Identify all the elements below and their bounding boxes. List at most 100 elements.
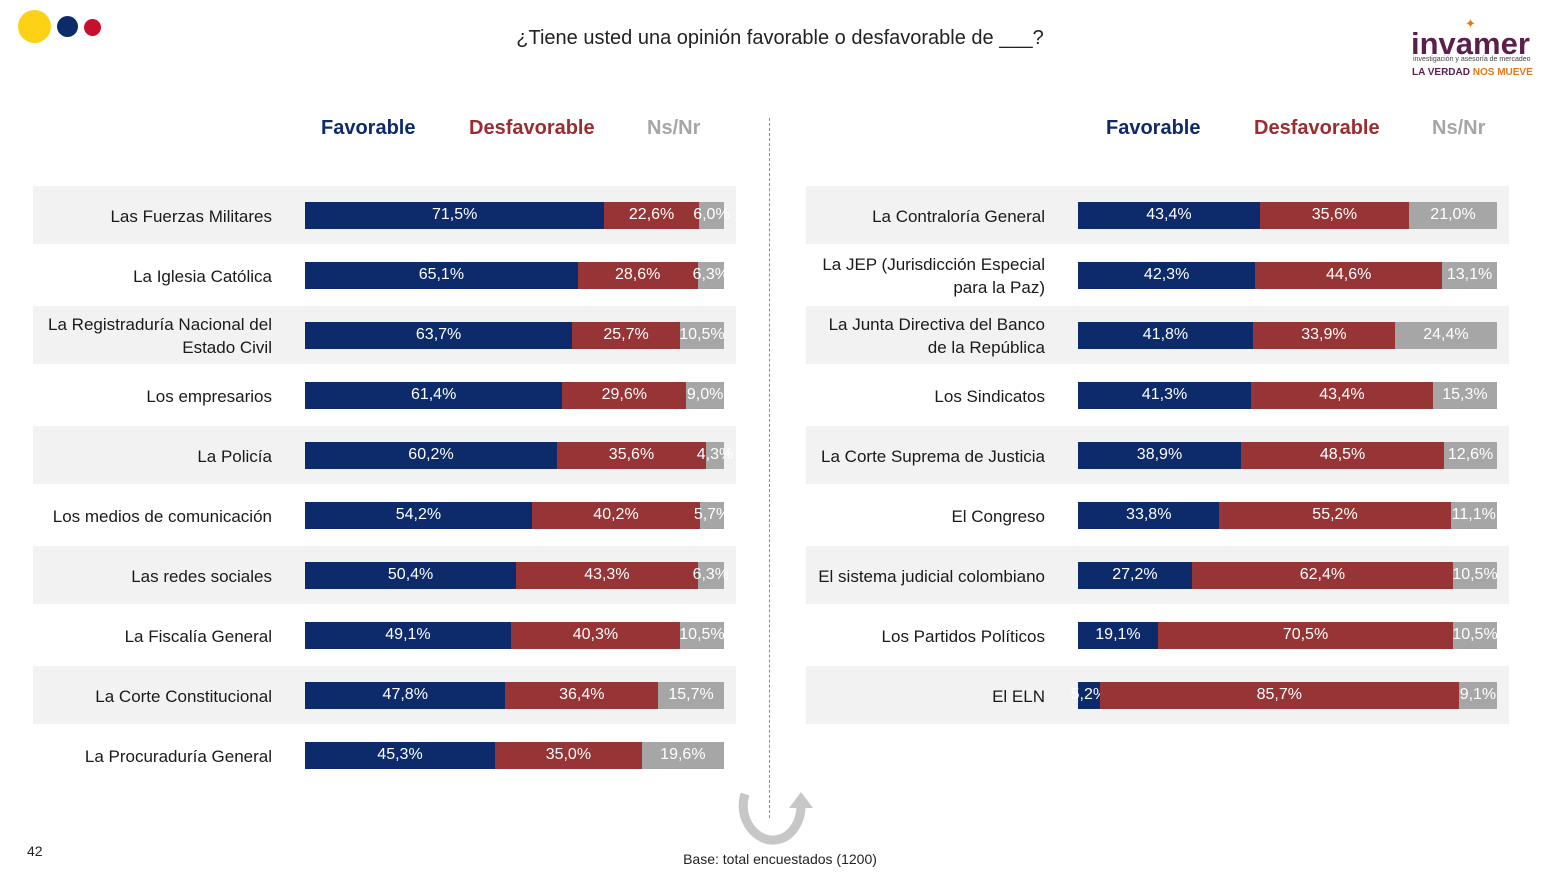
stacked-bar: 38,9% 48,5% 12,6%	[1078, 441, 1497, 469]
data-label: 42,3%	[1143, 266, 1190, 283]
nsnr-segment: 10,5%	[679, 321, 725, 349]
nsnr-segment: 6,0%	[693, 201, 730, 229]
favorable-segment: 33,8%	[1078, 501, 1220, 529]
invamer-logo: invamer ✦ investigación y asesoría de me…	[1405, 16, 1535, 82]
desfavorable-segment: 43,4%	[1251, 381, 1433, 409]
data-label: 43,3%	[584, 566, 630, 583]
data-label: 4,3%	[696, 446, 734, 463]
category-label: La Policía	[197, 446, 272, 466]
category-label: La JEP (Jurisdicción Especial para la Pa…	[822, 255, 1045, 297]
stacked-bar: 47,8% 36,4% 15,7%	[305, 681, 724, 709]
data-label: 62,4%	[1299, 566, 1346, 583]
logo-tagline-a: LA VERDAD	[1412, 67, 1473, 78]
flag-dot-blue	[57, 16, 78, 37]
panel-divider	[769, 118, 770, 818]
favorable-segment: 49,1%	[305, 621, 511, 649]
desfavorable-segment: 35,6%	[1259, 201, 1409, 229]
data-label: 41,8%	[1142, 326, 1189, 343]
category-label: Los empresarios	[146, 386, 272, 406]
data-label: 33,8%	[1126, 506, 1172, 523]
favorable-segment: 71,5%	[305, 201, 605, 229]
favorable-segment: 42,3%	[1078, 261, 1256, 289]
nsnr-segment: 10,5%	[679, 621, 725, 649]
data-label: 9,0%	[686, 386, 724, 403]
stacked-bar: 19,1% 70,5% 10,5%	[1078, 621, 1498, 649]
data-label: 70,5%	[1282, 626, 1329, 643]
data-label: 25,7%	[603, 326, 649, 343]
data-label: 54,2%	[395, 506, 442, 523]
favorable-segment: 50,4%	[305, 561, 517, 589]
page-number: 42	[27, 843, 43, 859]
favorable-segment: 47,8%	[305, 681, 506, 709]
data-label: 10,5%	[1452, 626, 1498, 643]
data-label: 9,1%	[1459, 686, 1497, 703]
category-label: Los Partidos Políticos	[881, 626, 1045, 646]
data-label: 19,1%	[1095, 626, 1141, 643]
favorable-segment: 41,3%	[1078, 381, 1252, 409]
data-label: 19,6%	[660, 746, 706, 763]
legend-desfavorable: Desfavorable	[1254, 117, 1380, 139]
data-label: 44,6%	[1325, 266, 1372, 283]
legend-desfavorable: Desfavorable	[469, 117, 595, 139]
stacked-bar: 41,8% 33,9% 24,4%	[1078, 321, 1497, 349]
logo-star-icon: ✦	[1465, 16, 1476, 31]
category-label: La Corte Suprema de Justicia	[821, 446, 1045, 466]
desfavorable-segment: 85,7%	[1099, 681, 1459, 709]
desfavorable-segment: 35,6%	[556, 441, 706, 469]
data-label: 36,4%	[559, 686, 605, 703]
favorable-segment: 63,7%	[305, 321, 573, 349]
data-label: 10,5%	[1452, 566, 1498, 583]
data-label: 43,4%	[1319, 386, 1365, 403]
nsnr-segment: 24,4%	[1394, 321, 1497, 349]
desfavorable-segment: 28,6%	[577, 261, 698, 289]
data-label: 6,3%	[692, 266, 730, 283]
legend-favorable: Favorable	[1106, 117, 1201, 139]
data-label: 15,7%	[668, 686, 714, 703]
refresh-arrow-icon	[738, 792, 813, 845]
legend-favorable: Favorable	[321, 117, 416, 139]
category-label: La Corte Constitucional	[95, 686, 272, 706]
data-label: 35,0%	[545, 746, 592, 763]
stacked-bar: 65,1% 28,6% 6,3%	[305, 261, 729, 289]
data-label: 41,3%	[1141, 386, 1188, 403]
data-label: 13,1%	[1446, 266, 1493, 283]
desfavorable-segment: 36,4%	[505, 681, 659, 709]
desfavorable-segment: 44,6%	[1255, 261, 1443, 289]
desfavorable-segment: 40,3%	[510, 621, 680, 649]
data-label: 38,9%	[1136, 446, 1183, 463]
data-label: 15,3%	[1442, 386, 1488, 403]
nsnr-segment: 21,0%	[1409, 201, 1497, 229]
logo-tagline-b: NOS MUEVE	[1472, 67, 1533, 78]
data-label: 45,3%	[377, 746, 423, 763]
data-label: 11,1%	[1451, 506, 1496, 523]
data-label: 5,7%	[693, 506, 731, 523]
category-label: El ELN	[992, 686, 1045, 706]
data-label: 6,0%	[693, 206, 730, 223]
footnote: Base: total encuestados (1200)	[683, 851, 877, 867]
chart-title: ¿Tiene usted una opinión favorable o des…	[516, 27, 1044, 49]
category-label: La Fiscalía General	[124, 626, 272, 646]
desfavorable-segment: 35,0%	[494, 741, 642, 769]
stacked-bar: 63,7% 25,7% 10,5%	[305, 321, 725, 349]
nsnr-segment: 5,7%	[694, 501, 730, 529]
stacked-bar: 5,2% 85,7% 9,1%	[1071, 681, 1497, 709]
stacked-bar: 27,2% 62,4% 10,5%	[1078, 561, 1498, 589]
nsnr-segment: 10,5%	[1452, 621, 1498, 649]
stacked-bar: 43,4% 35,6% 21,0%	[1078, 201, 1497, 229]
data-label: 21,0%	[1430, 206, 1476, 223]
category-label: La Iglesia Católica	[133, 266, 272, 286]
nsnr-segment: 6,3%	[693, 561, 729, 589]
category-label: Los medios de comunicación	[52, 506, 272, 526]
stacked-bar: 41,3% 43,4% 15,3%	[1078, 381, 1497, 409]
data-label: 60,2%	[408, 446, 454, 463]
stacked-bar: 61,4% 29,6% 9,0%	[305, 381, 724, 409]
data-label: 71,5%	[431, 206, 478, 223]
data-label: 28,6%	[614, 266, 661, 283]
data-label: 40,2%	[593, 506, 639, 523]
desfavorable-segment: 33,9%	[1252, 321, 1395, 349]
category-label: La Junta Directiva del Banco de la Repúb…	[828, 315, 1045, 357]
category-label: Las Fuerzas Militares	[110, 206, 272, 226]
data-label: 33,9%	[1301, 326, 1347, 343]
favorable-segment: 65,1%	[305, 261, 578, 289]
logo-subtitle: investigación y asesoría de mercadeo	[1413, 56, 1531, 63]
